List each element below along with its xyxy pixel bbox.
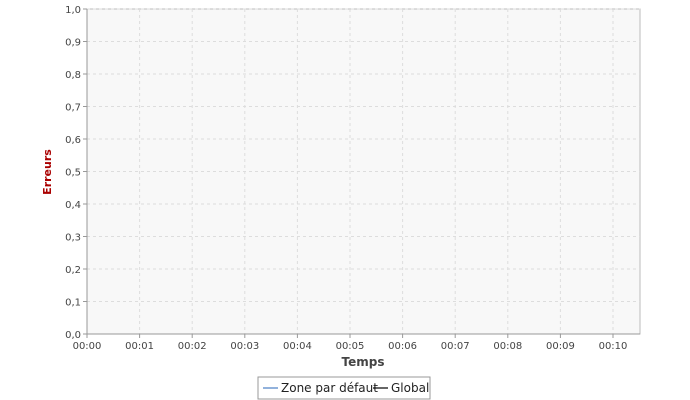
y-tick-label: 0,1 [65,298,81,309]
x-tick-label: 00:00 [73,341,102,352]
x-tick-label: 00:07 [441,341,470,352]
y-tick-label: 0,5 [65,168,81,179]
grid [87,8,640,334]
y-tick-label: 0,2 [65,265,81,276]
legend-box [257,376,431,400]
x-tick-label: 00:10 [599,341,628,352]
x-tick-label: 00:09 [546,341,575,352]
y-tick-label: 0,4 [65,200,81,211]
x-tick-label: 00:03 [230,341,259,352]
legend-label-global: Global [391,381,429,395]
x-tick-label: 00:02 [178,341,207,352]
x-tick-label: 00:01 [125,341,154,352]
y-tick-label: 0,8 [65,70,81,81]
y-tick-label: 0,9 [65,38,81,49]
x-axis-title: Temps [342,355,385,369]
x-axis-ticks: 00:00 00:01 00:02 00:03 00:04 00:05 00:06 00:07… [73,341,628,352]
y-tick-label: 0,3 [65,233,81,244]
x-tick-label: 00:05 [336,341,365,352]
legend-label-zone-par-defaut: Zone par défaut [281,381,378,395]
axes [83,8,640,338]
y-tick-label: 0,0 [65,330,81,341]
x-tick-label: 00:08 [493,341,522,352]
y-tick-label: 0,7 [65,103,81,114]
y-tick-label: 1,0 [65,5,81,16]
x-tick-label: 00:06 [388,341,417,352]
legend: Zone par défaut Global [257,376,431,400]
y-axis-ticks: 0,0 0,1 0,2 0,3 0,4 0,5 0,6 0,7 0,8 0,9 1,0 [65,5,81,341]
x-tick-label: 00:04 [283,341,312,352]
y-tick-label: 0,6 [65,135,81,146]
y-axis-title: Erreurs [41,149,54,195]
